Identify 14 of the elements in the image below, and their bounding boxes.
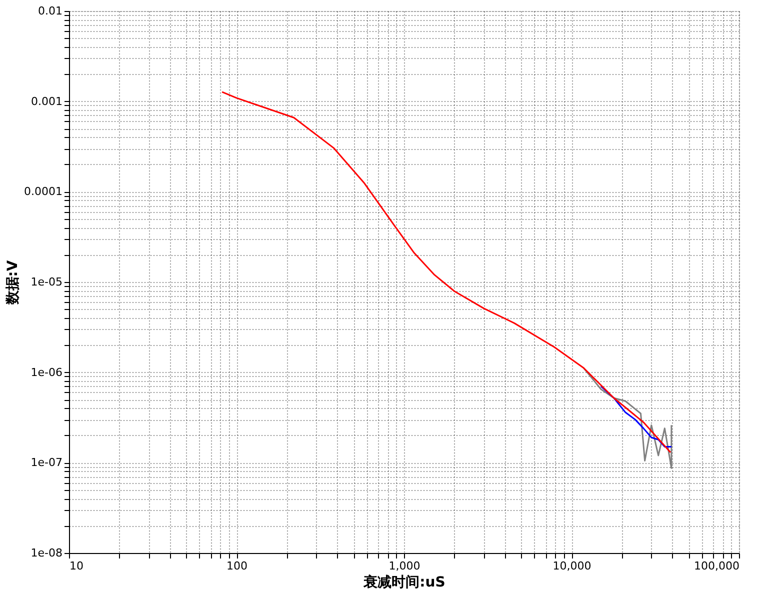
y-tick-label: 1e-08 [30, 546, 62, 560]
y-tick-label: 1e-07 [30, 456, 62, 470]
x-tick-label: 10 [70, 560, 84, 572]
x-tick-label: 100 [226, 560, 248, 572]
x-axis-title: 衰减时间:uS [362, 574, 446, 590]
y-axis-title: 数据:V [5, 260, 22, 306]
y-tick-label: 0.0001 [24, 185, 62, 198]
y-tick-label: 1e-06 [30, 366, 62, 379]
y-tick-label: 0.01 [38, 4, 62, 18]
x-tick-label: 10,000 [552, 560, 592, 572]
x-tick-label: 100,000 [694, 560, 740, 572]
x-tick-label: 1,000 [388, 560, 420, 572]
y-tick-label: 1e-05 [30, 276, 62, 288]
y-tick-label: 0.001 [31, 94, 62, 108]
